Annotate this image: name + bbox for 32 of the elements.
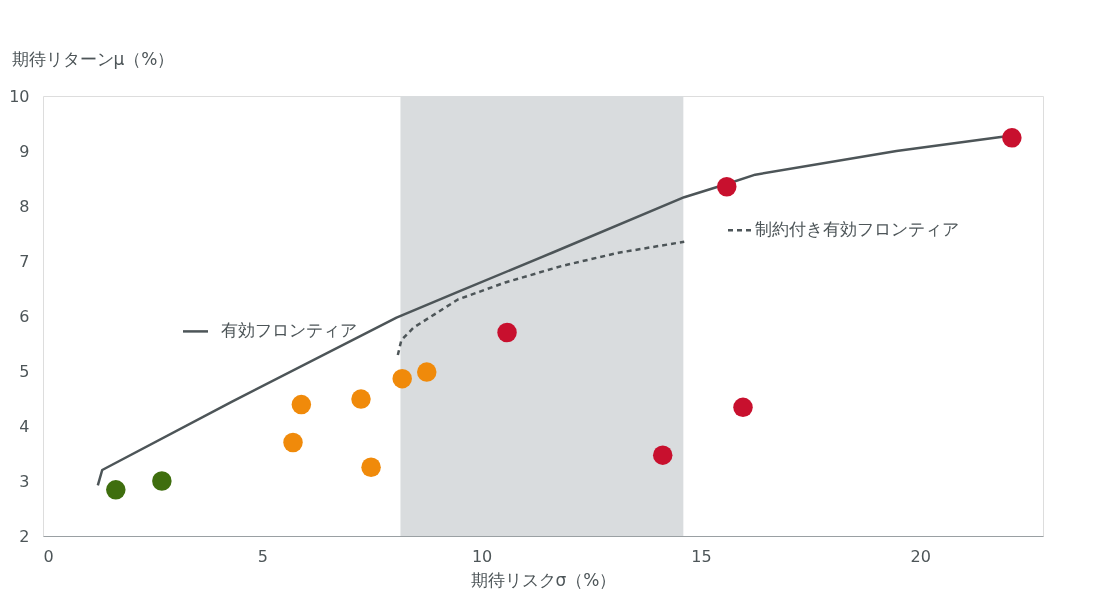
y-tick-label: 8 — [19, 196, 30, 216]
y-axis-title: 期待リターンμ（%） — [11, 48, 175, 69]
point — [283, 432, 303, 453]
point — [717, 177, 737, 197]
point — [1002, 128, 1022, 148]
x-tick-label: 20 — [910, 546, 931, 566]
point — [497, 322, 517, 343]
x-tick-label: 15 — [691, 546, 712, 566]
point — [733, 397, 753, 418]
legend-label: 有効フロンティア — [221, 320, 357, 341]
line-series — [396, 240, 686, 357]
point — [106, 480, 126, 500]
x-axis-title: 期待リスクσ（%） — [470, 569, 617, 590]
point — [652, 445, 673, 465]
point — [392, 368, 412, 389]
x-tick-label: 10 — [471, 546, 493, 566]
point — [417, 362, 437, 382]
point — [152, 471, 172, 491]
legend-label: 制約付き有効フロンティア — [755, 219, 959, 240]
y-tick-label: 6 — [19, 306, 30, 326]
y-tick-label: 3 — [19, 471, 30, 491]
x-tick-label: 5 — [257, 546, 268, 566]
y-tick-label: 7 — [19, 251, 30, 271]
x-tick-label: 0 — [43, 546, 54, 566]
point — [291, 394, 312, 415]
y-tick-label: 9 — [19, 141, 30, 161]
y-tick-label: 4 — [19, 416, 30, 436]
y-tick-label: 2 — [19, 526, 30, 546]
point — [351, 389, 371, 409]
point — [361, 457, 381, 477]
y-tick-label: 5 — [19, 361, 30, 381]
y-tick-label: 10 — [9, 86, 30, 106]
